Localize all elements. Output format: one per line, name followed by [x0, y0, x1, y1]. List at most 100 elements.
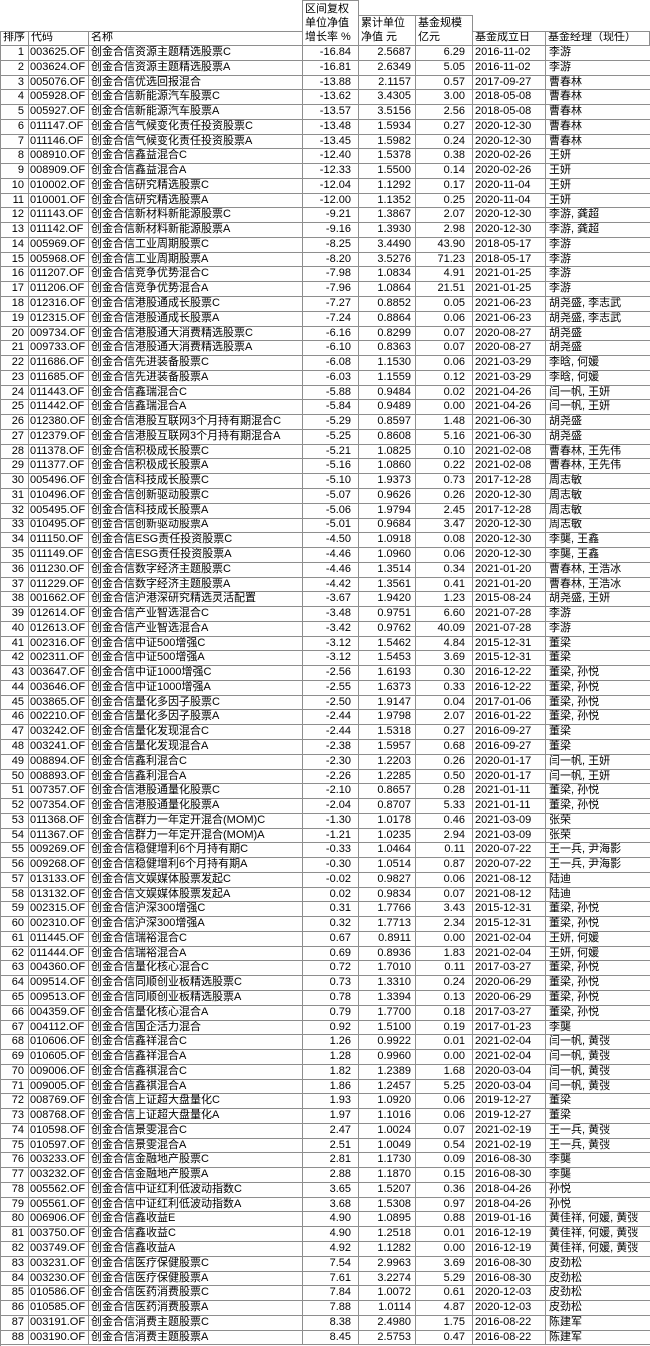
cell-growth[interactable]: 1.97 — [303, 1109, 359, 1124]
cell-rank[interactable]: 49 — [1, 754, 29, 770]
cell-manager[interactable]: 闫一帆, 王妍 — [546, 400, 650, 416]
cell-name[interactable]: 创金合信优选回报混合 — [89, 75, 303, 91]
cell-inception[interactable]: 2020-12-30 — [473, 223, 546, 238]
cell-scale[interactable]: 2.07 — [416, 710, 473, 726]
cell-growth[interactable]: -3.67 — [303, 592, 359, 608]
cell-code[interactable]: 008909.OF — [29, 164, 89, 179]
cell-growth[interactable]: -8.25 — [303, 237, 359, 253]
cell-code[interactable]: 011207.OF — [29, 267, 89, 283]
cell-cum_nav[interactable]: 1.1352 — [359, 193, 416, 209]
cell-growth[interactable]: -2.44 — [303, 710, 359, 726]
cell-rank[interactable]: 17 — [1, 282, 29, 298]
cell-scale[interactable]: 21.51 — [416, 282, 473, 298]
cell-scale[interactable]: 3.00 — [416, 90, 473, 106]
cell-code[interactable]: 009514.OF — [29, 976, 89, 991]
cell-manager[interactable]: 闫一帆, 黄弢 — [546, 1050, 650, 1065]
cell-rank[interactable]: 78 — [1, 1182, 29, 1198]
cell-inception[interactable]: 2018-04-26 — [473, 1182, 546, 1198]
cell-growth[interactable]: -16.84 — [303, 46, 359, 61]
cell-inception[interactable]: 2016-09-27 — [473, 739, 546, 755]
cell-growth[interactable]: 3.65 — [303, 1182, 359, 1198]
cell-rank[interactable]: 58 — [1, 887, 29, 903]
cell-growth[interactable]: -1.21 — [303, 828, 359, 844]
cell-rank[interactable]: 56 — [1, 858, 29, 873]
cell-manager[interactable]: 孙悦 — [546, 1182, 650, 1198]
cell-cum_nav[interactable]: 1.2457 — [359, 1079, 416, 1095]
cell-cum_nav[interactable]: 1.5207 — [359, 1182, 416, 1198]
cell-scale[interactable]: 0.61 — [416, 1286, 473, 1302]
cell-code[interactable]: 009513.OF — [29, 991, 89, 1006]
cell-inception[interactable]: 2016-08-30 — [473, 1256, 546, 1272]
cell-scale[interactable]: 4.84 — [416, 636, 473, 652]
cell-rank[interactable]: 66 — [1, 1005, 29, 1021]
cell-scale[interactable]: 2.45 — [416, 503, 473, 519]
cell-growth[interactable]: -3.48 — [303, 607, 359, 622]
cell-rank[interactable]: 41 — [1, 636, 29, 652]
cell-name[interactable]: 创金合信消费主题股票A — [89, 1330, 303, 1346]
cell-manager[interactable]: 王一兵, 尹海影 — [546, 858, 650, 873]
cell-rank[interactable]: 12 — [1, 208, 29, 224]
cell-growth[interactable]: -13.88 — [303, 75, 359, 91]
cell-inception[interactable]: 2020-12-30 — [473, 488, 546, 504]
cell-scale[interactable]: 0.68 — [416, 739, 473, 755]
cell-inception[interactable]: 2021-06-30 — [473, 429, 546, 445]
cell-cum_nav[interactable]: 0.9960 — [359, 1050, 416, 1065]
cell-cum_nav[interactable]: 0.8657 — [359, 784, 416, 800]
cell-growth[interactable]: -2.50 — [303, 695, 359, 711]
cell-manager[interactable]: 陈建军 — [546, 1315, 650, 1331]
cell-scale[interactable]: 0.46 — [416, 813, 473, 829]
cell-code[interactable]: 003231.OF — [29, 1256, 89, 1272]
cell-inception[interactable]: 2017-01-06 — [473, 695, 546, 711]
cell-code[interactable]: 011686.OF — [29, 356, 89, 371]
cell-scale[interactable]: 5.33 — [416, 799, 473, 814]
cell-manager[interactable]: 孙悦 — [546, 1197, 650, 1213]
cell-growth[interactable]: -0.33 — [303, 843, 359, 859]
cell-code[interactable]: 010598.OF — [29, 1123, 89, 1139]
cell-growth[interactable]: -2.26 — [303, 769, 359, 785]
cell-inception[interactable]: 2020-03-04 — [473, 1079, 546, 1095]
cell-rank[interactable]: 74 — [1, 1123, 29, 1139]
cell-name[interactable]: 创金合信中证1000增强A — [89, 680, 303, 696]
cell-cum_nav[interactable]: 1.2389 — [359, 1064, 416, 1080]
cell-inception[interactable]: 2016-11-02 — [473, 60, 546, 76]
cell-inception[interactable]: 2020-12-03 — [473, 1286, 546, 1302]
cell-code[interactable]: 012614.OF — [29, 607, 89, 622]
cell-code[interactable]: 011230.OF — [29, 562, 89, 578]
cell-scale[interactable]: 0.00 — [416, 931, 473, 947]
cell-inception[interactable]: 2021-02-04 — [473, 1050, 546, 1065]
cell-scale[interactable]: 0.26 — [416, 488, 473, 504]
cell-inception[interactable]: 2020-06-29 — [473, 976, 546, 991]
cell-manager[interactable]: 陆迪 — [546, 887, 650, 903]
cell-inception[interactable]: 2021-02-04 — [473, 1035, 546, 1051]
cell-manager[interactable]: 闫一帆, 王妍 — [546, 385, 650, 401]
cell-manager[interactable]: 闫一帆, 黄弢 — [546, 1064, 650, 1080]
cell-scale[interactable]: 71.23 — [416, 252, 473, 268]
cell-code[interactable]: 012379.OF — [29, 429, 89, 445]
cell-rank[interactable]: 48 — [1, 739, 29, 755]
cell-scale[interactable]: 0.06 — [416, 356, 473, 371]
cell-scale[interactable]: 0.08 — [416, 533, 473, 549]
cell-cum_nav[interactable]: 1.5378 — [359, 149, 416, 165]
cell-manager[interactable]: 胡尧盛, 王妍 — [546, 592, 650, 608]
cell-cum_nav[interactable]: 1.2518 — [359, 1227, 416, 1243]
cell-inception[interactable]: 2020-12-30 — [473, 533, 546, 549]
cell-rank[interactable]: 42 — [1, 651, 29, 667]
cell-cum_nav[interactable]: 3.5156 — [359, 105, 416, 120]
cell-rank[interactable]: 10 — [1, 178, 29, 194]
cell-rank[interactable]: 27 — [1, 429, 29, 445]
cell-rank[interactable]: 31 — [1, 488, 29, 504]
cell-manager[interactable]: 胡尧盛, 李志武 — [546, 311, 650, 327]
cell-scale[interactable]: 0.13 — [416, 991, 473, 1006]
cell-name[interactable]: 创金合信工业周期股票C — [89, 237, 303, 253]
cell-manager[interactable]: 王一兵, 黄弢 — [546, 1123, 650, 1139]
cell-growth[interactable]: -2.10 — [303, 784, 359, 800]
cell-code[interactable]: 007354.OF — [29, 799, 89, 814]
cell-scale[interactable]: 0.07 — [416, 1123, 473, 1139]
cell-rank[interactable]: 53 — [1, 813, 29, 829]
cell-scale[interactable]: 0.27 — [416, 119, 473, 135]
cell-cum_nav[interactable]: 3.2274 — [359, 1271, 416, 1287]
cell-manager[interactable]: 董梁 — [546, 1094, 650, 1110]
cell-inception[interactable]: 2020-11-04 — [473, 178, 546, 194]
cell-rank[interactable]: 18 — [1, 297, 29, 312]
cell-cum_nav[interactable]: 1.0072 — [359, 1286, 416, 1302]
